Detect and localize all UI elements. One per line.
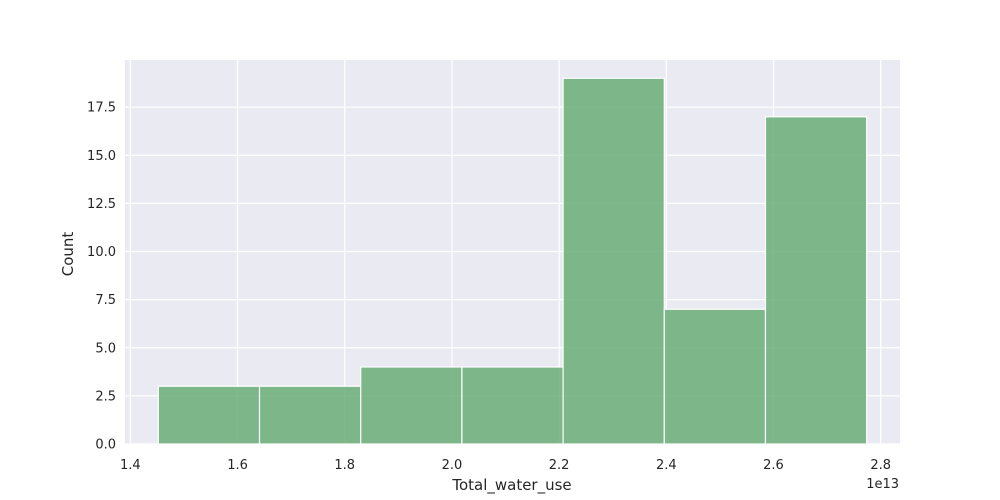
x-tick-label: 2.8: [870, 458, 891, 473]
y-tick-label: 17.5: [87, 101, 116, 116]
histogram-bar: [157, 385, 261, 445]
histogram-bar: [764, 116, 868, 445]
histogram-bar: [461, 366, 564, 445]
histogram-bar: [562, 77, 665, 445]
y-tick-label: 2.5: [95, 389, 116, 404]
x-tick-label: 1.8: [334, 458, 355, 473]
x-tick-label: 2.2: [549, 458, 570, 473]
y-axis-label: Count: [59, 232, 77, 277]
histogram-bar: [258, 385, 362, 445]
x-axis-offset-label: 1e13: [866, 477, 899, 492]
bars: [157, 77, 868, 445]
y-tick-labels: 0.0 2.5 5.0 7.5 10.0 12.5 15.0 17.5: [87, 101, 116, 453]
x-tick-label: 1.4: [120, 458, 141, 473]
y-tick-label: 10.0: [87, 245, 116, 260]
y-tick-label: 5.0: [95, 341, 116, 356]
x-tick-label: 2.4: [656, 458, 677, 473]
y-tick-label: 15.0: [87, 149, 116, 164]
y-tick-label: 12.5: [87, 197, 116, 212]
x-tick-label: 1.6: [227, 458, 248, 473]
y-tick-label: 0.0: [95, 438, 116, 453]
x-axis-label: Total_water_use: [451, 476, 571, 495]
histogram-bar: [360, 366, 463, 445]
x-tick-label: 2.6: [763, 458, 784, 473]
histogram-bar: [663, 308, 767, 445]
y-tick-label: 7.5: [95, 293, 116, 308]
x-tick-labels: 1.4 1.6 1.8 2.0 2.2 2.4 2.6 2.8: [120, 458, 891, 473]
x-tick-label: 2.0: [442, 458, 463, 473]
